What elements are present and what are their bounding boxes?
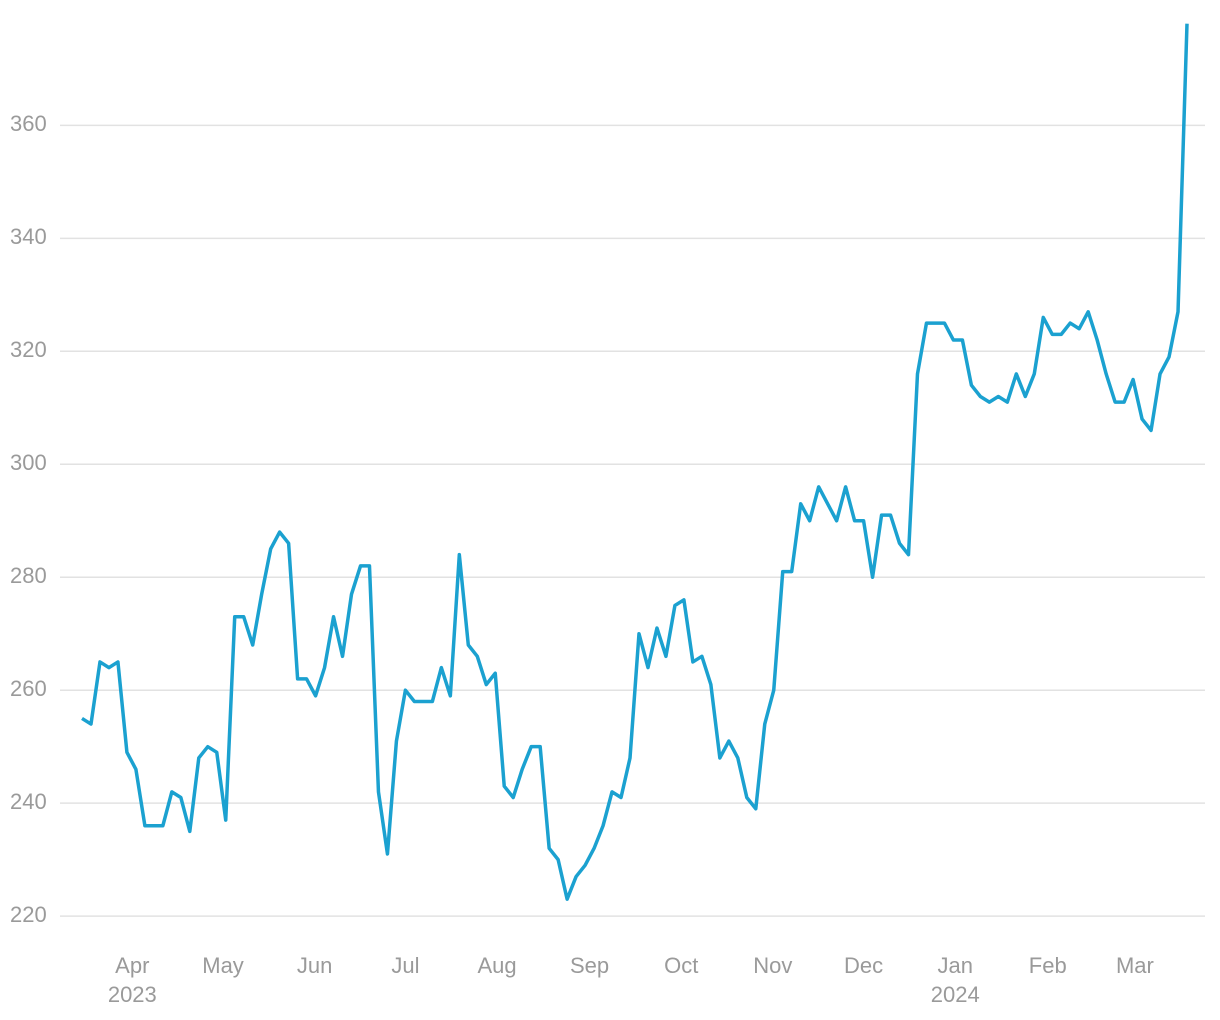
y-tick-label: 220 bbox=[10, 902, 47, 927]
x-tick-label: Sep bbox=[570, 953, 609, 978]
year-label: 2024 bbox=[931, 982, 980, 1007]
x-tick-label: Apr bbox=[115, 953, 149, 978]
y-tick-label: 300 bbox=[10, 450, 47, 475]
y-tick-label: 280 bbox=[10, 563, 47, 588]
y-tick-label: 260 bbox=[10, 676, 47, 701]
x-tick-label: May bbox=[202, 953, 244, 978]
x-tick-label: Jul bbox=[391, 953, 419, 978]
x-tick-label: Jun bbox=[297, 953, 332, 978]
y-tick-label: 320 bbox=[10, 337, 47, 362]
x-tick-label: Jan bbox=[937, 953, 972, 978]
x-tick-label: Oct bbox=[664, 953, 698, 978]
y-tick-label: 360 bbox=[10, 111, 47, 136]
y-tick-label: 240 bbox=[10, 789, 47, 814]
x-tick-label: Feb bbox=[1029, 953, 1067, 978]
y-tick-label: 340 bbox=[10, 224, 47, 249]
x-tick-label: Aug bbox=[477, 953, 516, 978]
x-tick-label: Dec bbox=[844, 953, 883, 978]
line-series bbox=[81, 23, 1189, 901]
x-tick-label: Mar bbox=[1116, 953, 1154, 978]
year-label: 2023 bbox=[108, 982, 157, 1007]
x-tick-label: Nov bbox=[753, 953, 792, 978]
